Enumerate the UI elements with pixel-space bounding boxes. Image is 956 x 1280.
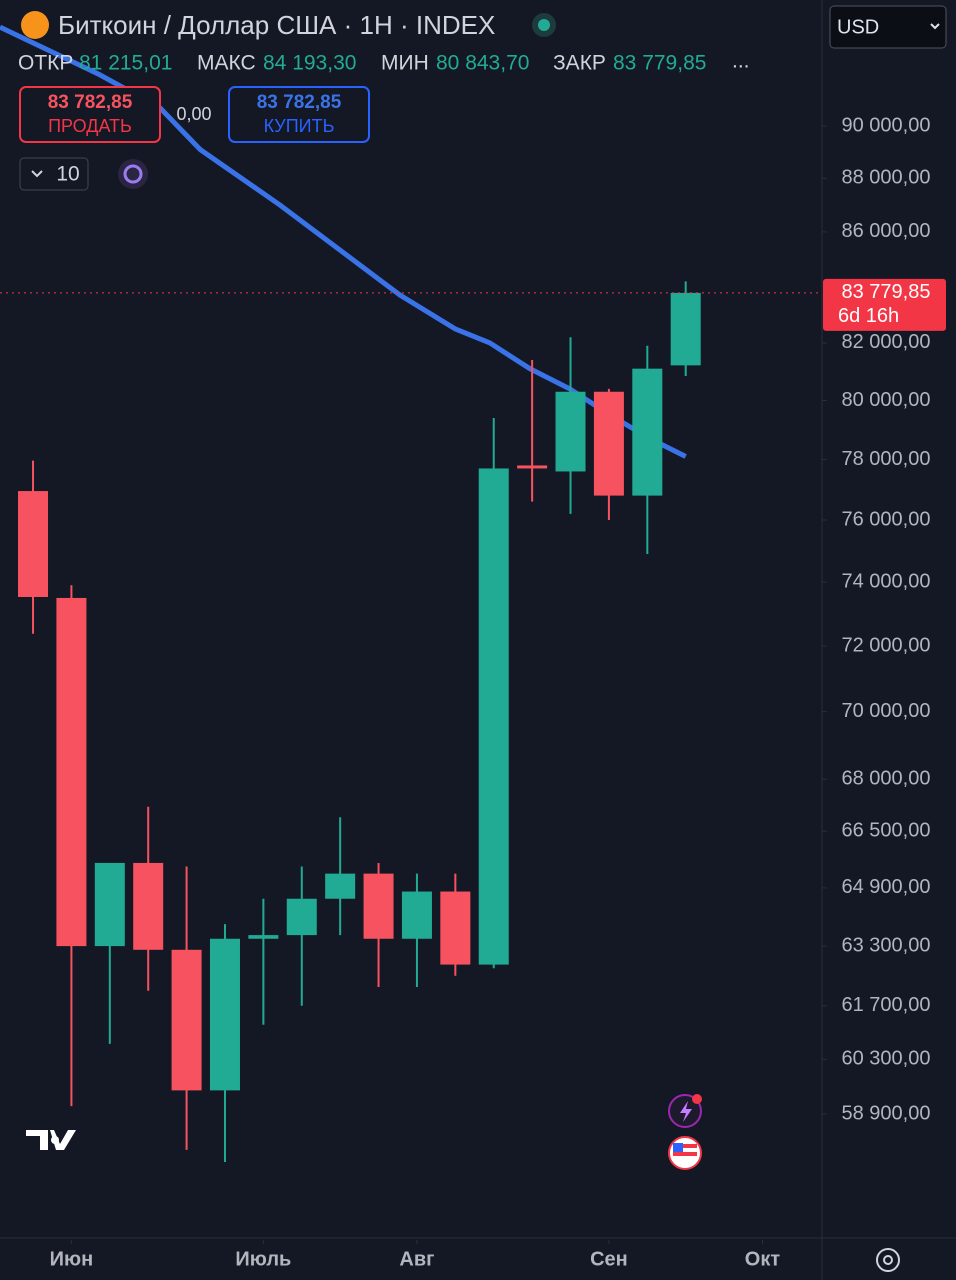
- candle-body: [18, 491, 49, 598]
- bolt: [680, 1101, 692, 1122]
- spread: 0,00: [176, 104, 211, 124]
- candle-body: [171, 949, 202, 1091]
- currency-select[interactable]: [829, 5, 947, 49]
- candle-body: [286, 898, 317, 936]
- candle-body: [363, 873, 394, 939]
- candle-body: [401, 891, 432, 939]
- price-tag-value: 83 779,85: [842, 281, 931, 303]
- refresh-icon: [123, 164, 143, 184]
- y-tick-label: 58 900,00: [842, 1102, 931, 1124]
- sell-price: 83 782,85: [48, 92, 133, 113]
- y-tick-label: 70 000,00: [842, 700, 931, 722]
- flag-stripe: [673, 1144, 697, 1148]
- candle-body: [248, 935, 279, 939]
- candle-body: [593, 391, 624, 496]
- quantity: 10: [56, 163, 79, 186]
- countdown: 6d 16h: [838, 305, 899, 327]
- coin-icon: [21, 11, 49, 39]
- sell-label: ПРОДАТЬ: [48, 116, 132, 136]
- candle-body: [517, 465, 548, 469]
- status-dot: [538, 19, 550, 31]
- y-tick-label: 76 000,00: [842, 508, 931, 530]
- x-tick-label: Авг: [399, 1248, 434, 1270]
- price-tag: [823, 278, 946, 331]
- stat-value: 83 779,85: [613, 52, 706, 75]
- stat-label: МАКС: [197, 52, 256, 75]
- y-tick-label: 68 000,00: [842, 767, 931, 789]
- y-tick-label: 90 000,00: [842, 114, 931, 136]
- flag-canton: [673, 1143, 683, 1152]
- more: ...: [732, 50, 750, 73]
- stat-label: ОТКР: [18, 52, 73, 75]
- refresh-button[interactable]: [118, 159, 148, 189]
- y-tick-label: 64 900,00: [842, 876, 931, 898]
- settings-center: [883, 1255, 893, 1265]
- candle-body: [670, 292, 701, 366]
- y-tick-label: 86 000,00: [842, 220, 931, 242]
- chevron: [31, 170, 43, 178]
- x-tick-label: Июн: [50, 1248, 94, 1270]
- y-tick-label: 80 000,00: [842, 389, 931, 411]
- candle-body: [440, 891, 471, 965]
- candle-body: [94, 862, 125, 947]
- candle-body: [478, 468, 509, 965]
- plot: [0, 24, 827, 1244]
- x-tick-label: Сен: [590, 1248, 628, 1270]
- flag-stripe: [673, 1152, 697, 1156]
- candle-body: [555, 391, 586, 472]
- settings-icon[interactable]: [876, 1248, 900, 1272]
- stat-value: 84 193,30: [263, 52, 356, 75]
- x-tick-label: Июль: [235, 1248, 291, 1270]
- stat-value: 80 843,70: [436, 52, 529, 75]
- y-tick-label: 78 000,00: [842, 448, 931, 470]
- buy-button[interactable]: [228, 86, 370, 143]
- y-tick-label: 61 700,00: [842, 994, 931, 1016]
- logo-dot: [51, 1136, 59, 1144]
- stat-label: МИН: [381, 52, 429, 75]
- y-tick-label: 60 300,00: [842, 1048, 931, 1070]
- candle-body: [325, 873, 356, 899]
- candle-body: [133, 862, 164, 950]
- stat-value: 81 215,01: [79, 52, 172, 75]
- x-tick-label: Окт: [745, 1248, 781, 1270]
- buy-price: 83 782,85: [257, 92, 342, 113]
- candle-body: [632, 368, 663, 496]
- quantity-box[interactable]: [19, 157, 89, 191]
- title: Биткоин / Доллар США · 1H · INDEX: [58, 10, 495, 40]
- logo: [26, 1130, 76, 1150]
- y-tick-label: 66 500,00: [842, 819, 931, 841]
- badge: [692, 1094, 702, 1104]
- buy-label: КУПИТЬ: [264, 116, 335, 136]
- y-tick-label: 72 000,00: [842, 634, 931, 656]
- candle-body: [56, 597, 87, 947]
- y-tick-label: 63 300,00: [842, 934, 931, 956]
- y-tick-label: 82 000,00: [842, 331, 931, 353]
- overlay: Биткоин / Доллар США · 1H · INDEX USD 83…: [18, 5, 947, 1272]
- stat-label: ЗАКР: [553, 52, 606, 75]
- sell-button[interactable]: [19, 86, 161, 143]
- y-tick-label: 88 000,00: [842, 167, 931, 189]
- candle-body: [209, 938, 240, 1091]
- chevron: [930, 23, 940, 30]
- currency: USD: [837, 16, 879, 38]
- y-tick-label: 74 000,00: [842, 570, 931, 592]
